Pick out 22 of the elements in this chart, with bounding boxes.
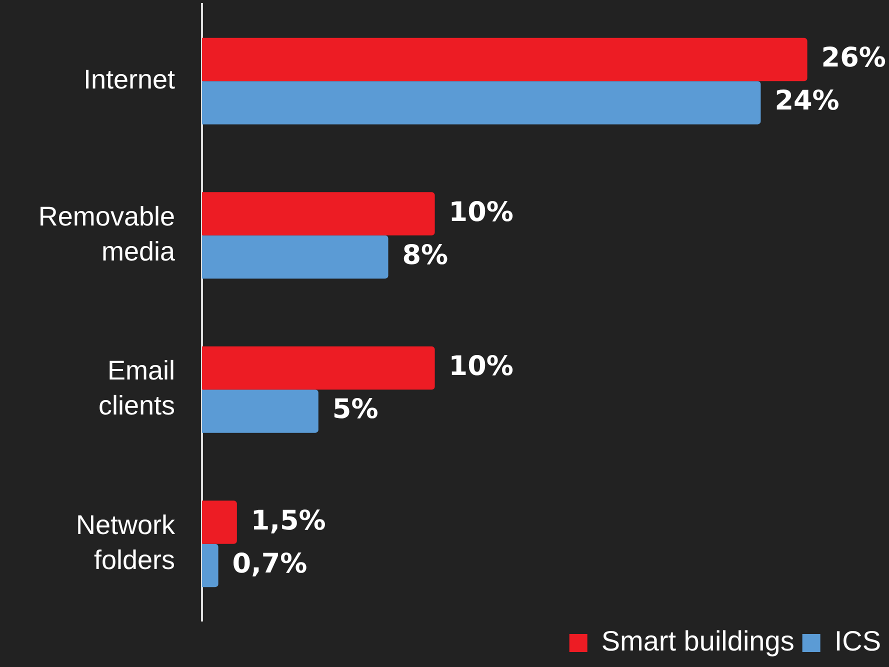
bar	[202, 81, 761, 124]
bar	[202, 544, 218, 588]
data-label: 24%	[774, 86, 840, 117]
bar	[202, 38, 808, 82]
data-label: 5%	[332, 394, 378, 426]
data-label: 10%	[448, 351, 514, 382]
y-tick-label: Email clients	[98, 356, 175, 421]
y-tick-label: Internet	[83, 64, 176, 95]
legend-label: Smart buildings	[601, 626, 794, 657]
bar	[202, 346, 435, 390]
bar	[202, 235, 388, 279]
bar	[202, 390, 318, 433]
y-tick-label: Network folders	[76, 510, 176, 575]
bar	[202, 500, 237, 544]
data-label: 1,5%	[250, 505, 326, 536]
data-label: 26%	[821, 42, 886, 74]
data-label: 8%	[402, 240, 448, 271]
data-label: 0,7%	[232, 548, 308, 580]
legend-label: ICS	[834, 626, 882, 657]
bar	[202, 192, 435, 236]
y-tick-label: Removable media	[38, 201, 176, 266]
data-label: 10%	[448, 196, 514, 228]
